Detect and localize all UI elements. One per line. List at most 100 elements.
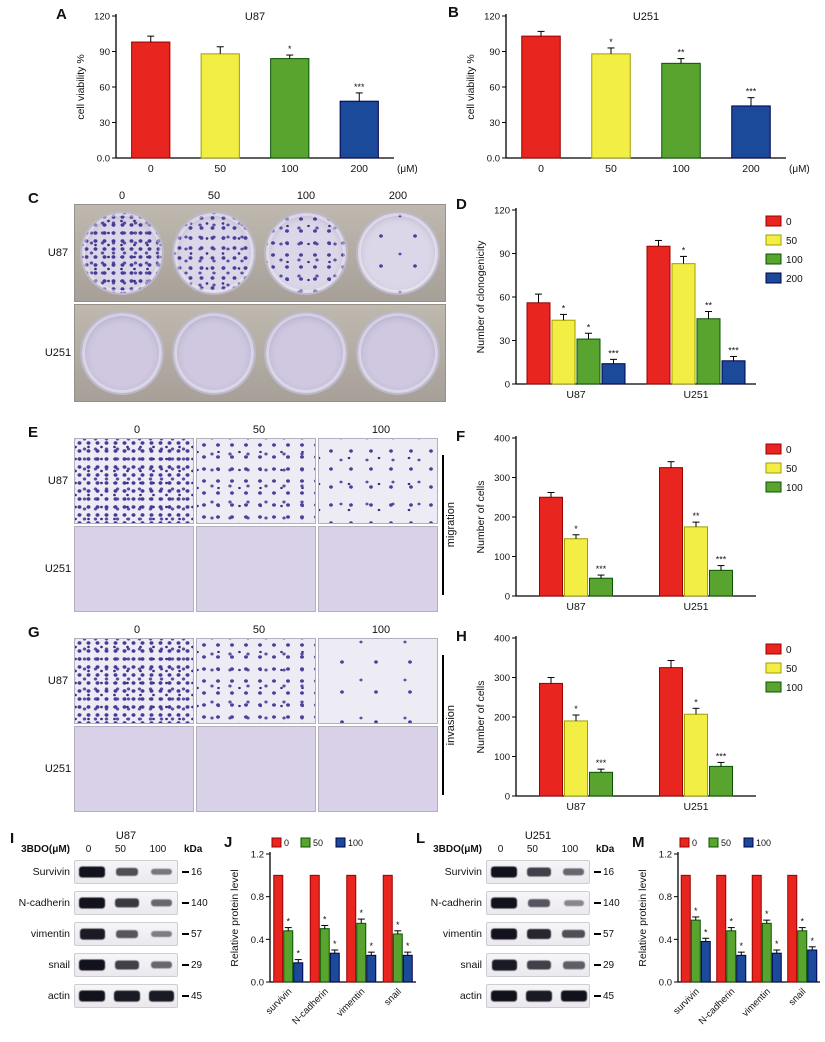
lane-label: 0: [85, 844, 92, 855]
x-tick-label: U251: [683, 389, 708, 401]
bar: [339, 100, 379, 159]
bar: [731, 105, 771, 159]
x-tick-label: survivin: [264, 986, 295, 1017]
panel-letter-m: M: [632, 834, 645, 851]
x-tick-label: U87: [566, 601, 585, 613]
y-tick-label: 400: [494, 634, 510, 645]
colony-formation-images: 0 50 100 200 U87 U251: [42, 190, 446, 402]
protein-band: [115, 930, 139, 938]
significance-label: *: [765, 909, 769, 919]
protein-band: [115, 867, 139, 877]
blot-strip: [486, 953, 590, 977]
significance-label: *: [288, 44, 292, 54]
chart-viability-u251: 0.0 30 60 90 120 cell viability % U251 0 * 50 ** 10…: [452, 0, 822, 188]
micrograph-image: [196, 726, 316, 812]
significance-label: **: [692, 511, 700, 521]
y-tick-label: 0.0: [251, 978, 264, 989]
significance-label: *: [574, 524, 578, 534]
bar: [576, 338, 601, 385]
micrograph-image: [74, 526, 194, 612]
legend-swatch: [765, 481, 782, 493]
significance-label: ***: [716, 555, 727, 565]
bar: [646, 245, 671, 385]
legend-swatch: [765, 253, 782, 265]
bar: [564, 538, 588, 597]
dose-label: 100: [371, 424, 391, 436]
significance-label: *: [396, 920, 400, 930]
protein-band: [491, 928, 518, 940]
kda-marker: 45: [182, 991, 202, 1002]
y-tick-label: 120: [484, 12, 500, 23]
significance-label: *: [775, 939, 779, 949]
bar: [591, 53, 631, 159]
protein-band: [151, 930, 172, 938]
legend-swatch: [679, 837, 690, 848]
protein-band: [114, 990, 140, 1002]
dose-label: 0: [133, 624, 141, 636]
y-tick-label: 100: [494, 552, 510, 563]
chart-viability-u87: 0.0 30 60 90 120 cell viability % U87 0 50 * 100 **…: [62, 0, 430, 188]
blot-strip: [486, 891, 590, 915]
bar: [690, 919, 701, 983]
kda-header: kDa: [184, 844, 203, 855]
panel-letter-i: I: [10, 830, 15, 847]
marker-dash: [594, 995, 601, 997]
significance-label: *: [609, 37, 613, 47]
petri-dish-image: [356, 211, 440, 295]
chart-svg-M: 0.0 0.4 0.8 1.2 Relative protein level * * surv…: [637, 837, 820, 1027]
micrograph-image: [196, 638, 316, 724]
micrograph-image: [196, 438, 316, 524]
x-tick-label: 50: [214, 163, 226, 175]
western-blot-u251: U251 3BDO(μM) 0 50 100 kDa Survivin 16 N-cadheri…: [424, 830, 636, 1008]
protein-band: [527, 867, 551, 877]
petri-dish-image: [172, 211, 256, 295]
kda-marker: 57: [594, 929, 614, 940]
protein-band: [79, 990, 106, 1002]
image-row: U251: [42, 726, 438, 812]
legend-label: 0: [284, 838, 289, 848]
blot-strip: [74, 984, 178, 1008]
micrograph-image: [318, 638, 438, 724]
marker-dash: [182, 871, 189, 873]
y-tick-label: 0.8: [251, 892, 264, 903]
significance-label: *: [729, 917, 733, 927]
petri-dish-image: [264, 311, 348, 395]
image-row: U251: [42, 526, 438, 612]
x-tick-label: U251: [683, 801, 708, 813]
chart-migration-cells: 0 100 200 300 400 Number of cells * *** U87 ** ***…: [462, 428, 820, 620]
kda-value: 140: [191, 897, 208, 909]
bar: [200, 53, 240, 159]
petri-dish-image: [172, 311, 256, 395]
dose-label: 50: [252, 424, 266, 436]
bar: [589, 577, 613, 597]
micrograph-image: [196, 526, 316, 612]
blot-strip: [486, 922, 590, 946]
protein-band: [527, 960, 551, 970]
x-tick-label: survivin: [671, 986, 702, 1017]
y-tick-label: 0: [505, 380, 510, 391]
significance-label: *: [359, 908, 363, 918]
image-strip: [74, 438, 438, 524]
kda-value: 45: [603, 990, 615, 1002]
significance-label: *: [333, 939, 337, 949]
legend-label: 100: [786, 255, 803, 266]
legend-swatch: [271, 837, 282, 848]
protein-label: snail: [48, 959, 70, 971]
kda-value: 45: [191, 990, 203, 1002]
significance-label: ***: [608, 348, 619, 358]
chart-title: U87: [245, 11, 265, 23]
kda-value: 57: [603, 928, 615, 940]
significance-label: *: [574, 704, 578, 714]
y-axis-label: Relative protein level: [230, 869, 241, 966]
bar: [539, 682, 563, 797]
kda-marker: 45: [594, 991, 614, 1002]
invasion-images: 0 50 100 U87 U251 invasion: [42, 624, 458, 812]
chart-title: U251: [633, 11, 659, 23]
significance-label: *: [296, 949, 300, 959]
bar: [392, 933, 403, 983]
kda-marker: 29: [182, 960, 202, 971]
protein-band: [148, 990, 175, 1002]
significance-label: ***: [746, 87, 757, 97]
